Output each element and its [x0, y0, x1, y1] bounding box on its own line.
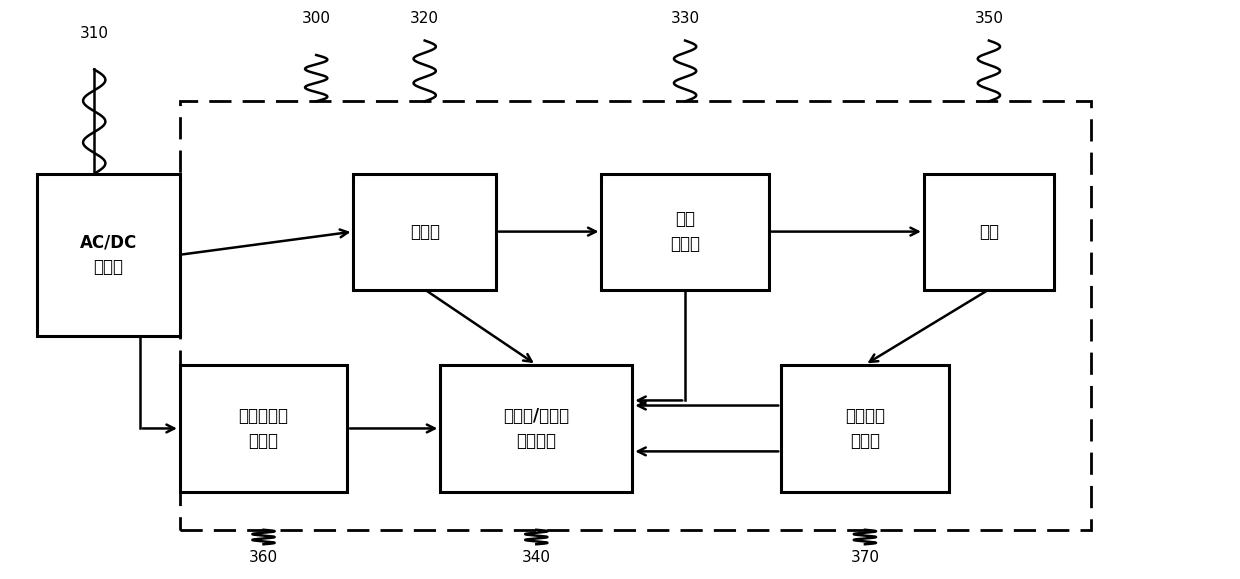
Text: 340: 340: [522, 549, 551, 565]
Text: 定电压/定电流
控制电路: 定电压/定电流 控制电路: [503, 407, 569, 450]
Text: 310: 310: [79, 25, 109, 41]
Text: 电池: 电池: [978, 222, 999, 241]
Text: 350: 350: [975, 11, 1003, 26]
Text: 电池电压
检测部: 电池电压 检测部: [844, 407, 885, 450]
Bar: [781, 365, 949, 492]
Text: AC/DC
适配器: AC/DC 适配器: [79, 233, 138, 276]
Bar: [440, 365, 632, 492]
Text: 320: 320: [410, 11, 439, 26]
Text: 适配器电压
检测部: 适配器电压 检测部: [238, 407, 289, 450]
Text: 晶体管: 晶体管: [409, 222, 440, 241]
Text: 测流
电阻器: 测流 电阻器: [670, 210, 701, 253]
Text: 370: 370: [851, 549, 879, 565]
Text: 330: 330: [671, 11, 699, 26]
Text: 300: 300: [301, 11, 331, 26]
Bar: [180, 365, 347, 492]
Bar: [180, 101, 1091, 530]
Text: 360: 360: [249, 549, 278, 565]
Bar: [601, 174, 769, 290]
Bar: [353, 174, 496, 290]
Bar: [37, 174, 180, 336]
Bar: [924, 174, 1054, 290]
